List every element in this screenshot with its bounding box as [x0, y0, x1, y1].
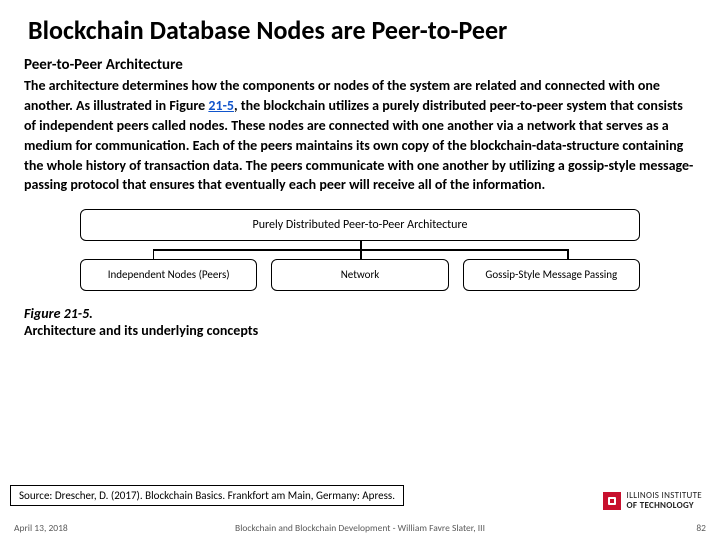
- diagram-top-box: Purely Distributed Peer-to-Peer Architec…: [80, 209, 640, 241]
- figure-reference-link[interactable]: 21-5: [208, 97, 234, 114]
- section-heading: Peer-to-Peer Architecture: [24, 56, 696, 74]
- diagram-connectors: [80, 241, 640, 259]
- logo-mark-icon: [603, 492, 621, 510]
- footer-page-number: 82: [696, 522, 706, 534]
- diagram-box-2: Network: [271, 259, 448, 291]
- slide-title: Blockchain Database Nodes are Peer-to-Pe…: [0, 0, 720, 54]
- figure-caption: Figure 21-5. Architecture and its underl…: [0, 291, 720, 339]
- diagram-box-3: Gossip-Style Message Passing: [463, 259, 640, 291]
- logo-text: ILLINOIS INSTITUTE OF TECHNOLOGY: [627, 491, 702, 510]
- source-citation: Source: Drescher, D. (2017). Blockchain …: [10, 485, 404, 506]
- connector-vline-2: [360, 249, 362, 259]
- architecture-diagram: Purely Distributed Peer-to-Peer Architec…: [80, 209, 640, 291]
- figure-caption-text: Architecture and its underlying concepts: [24, 322, 696, 339]
- section-paragraph: The architecture determines how the comp…: [24, 76, 696, 195]
- connector-vline-3: [567, 249, 569, 259]
- figure-label: Figure 21-5.: [24, 305, 696, 322]
- slide: { "title": "Blockchain Database Nodes ar…: [0, 0, 720, 540]
- body-section: Peer-to-Peer Architecture The architectu…: [0, 54, 720, 195]
- logo-line2: OF TECHNOLOGY: [627, 501, 702, 510]
- slide-footer: April 13, 2018 Blockchain and Blockchain…: [0, 516, 720, 540]
- diagram-box-1: Independent Nodes (Peers): [80, 259, 257, 291]
- diagram-bottom-row: Independent Nodes (Peers) Network Gossip…: [80, 259, 640, 291]
- footer-title: Blockchain and Blockchain Development - …: [235, 522, 485, 534]
- connector-vline-1: [153, 249, 155, 259]
- footer-date: April 13, 2018: [14, 522, 68, 534]
- institution-logo: ILLINOIS INSTITUTE OF TECHNOLOGY: [603, 491, 702, 510]
